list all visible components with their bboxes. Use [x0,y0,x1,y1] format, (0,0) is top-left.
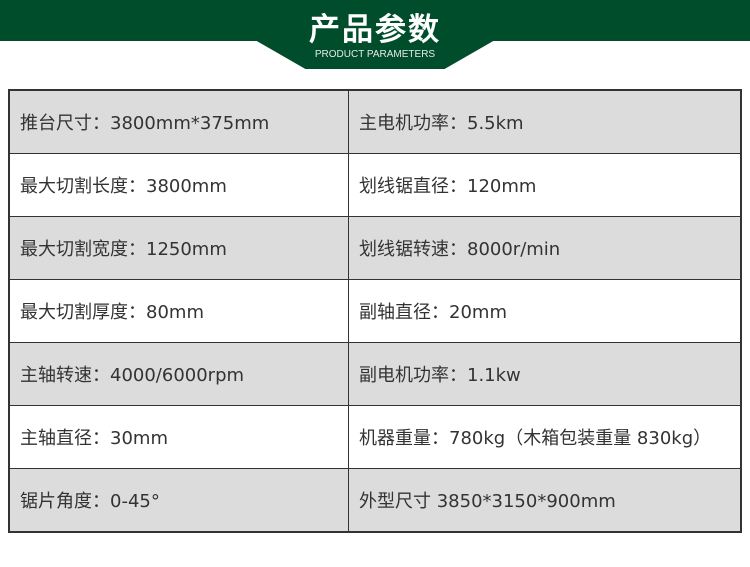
table-cell: 推台尺寸：3800mm*375mm [8,89,349,154]
table-cell: 外型尺寸 3850*3150*900mm [348,468,742,533]
table-cell: 划线锯直径：120mm [348,153,742,217]
table-cell: 主轴直径：30mm [8,405,349,469]
page-subtitle: PRODUCT PARAMETERS [314,49,436,60]
table-row: 最大切割厚度：80mm 副轴直径：20mm [8,279,742,343]
table-cell: 最大切割长度：3800mm [8,153,349,217]
table-cell: 最大切割宽度：1250mm [8,216,349,280]
table-row: 锯片角度：0-45° 外型尺寸 3850*3150*900mm [8,468,742,533]
table-cell: 副轴直径：20mm [348,279,742,343]
table-row: 主轴转速：4000/6000rpm 副电机功率：1.1kw [8,342,742,406]
table-row: 主轴直径：30mm 机器重量：780kg（木箱包装重量 830kg） [8,405,742,469]
header-band [0,0,750,41]
table-row: 最大切割长度：3800mm 划线锯直径：120mm [8,153,742,217]
table-cell: 最大切割厚度：80mm [8,279,349,343]
table-cell: 主电机功率：5.5km [348,89,742,154]
parameters-table: 推台尺寸：3800mm*375mm 主电机功率：5.5km 最大切割长度：3800m… [8,89,742,533]
table-row: 推台尺寸：3800mm*375mm 主电机功率：5.5km [8,89,742,154]
table-cell: 锯片角度：0-45° [8,468,349,533]
table-cell: 副电机功率：1.1kw [348,342,742,406]
table-cell: 划线锯转速：8000r/min [348,216,742,280]
table-row: 最大切割宽度：1250mm 划线锯转速：8000r/min [8,216,742,280]
table-cell: 主轴转速：4000/6000rpm [8,342,349,406]
page-title: 产品参数 [309,12,441,48]
table-cell: 机器重量：780kg（木箱包装重量 830kg） [348,405,742,469]
